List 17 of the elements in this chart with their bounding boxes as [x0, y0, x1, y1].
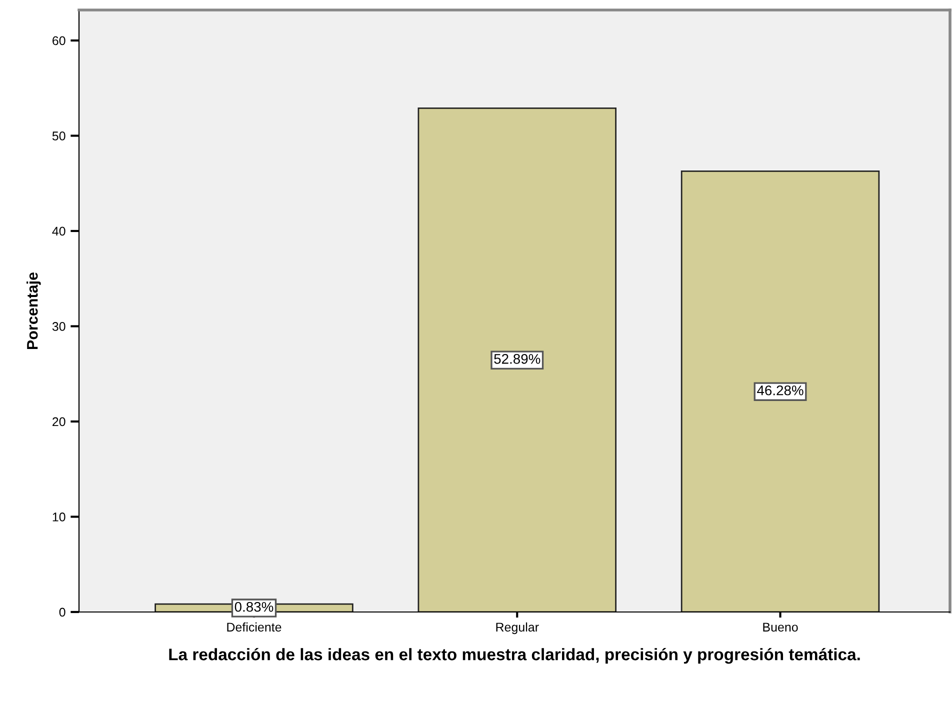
x-tick-label: Bueno: [763, 622, 798, 632]
y-axis-title: Porcentaje: [26, 272, 41, 350]
data-label: 46.28%: [757, 385, 804, 396]
data-label: 52.89%: [494, 354, 540, 364]
y-tick-label: 50: [52, 132, 66, 140]
y-tick-label: 60: [52, 36, 66, 46]
x-tick-label: Deficiente: [227, 622, 282, 632]
x-tick-label: Regular: [496, 622, 539, 634]
y-tick-label: 10: [52, 512, 66, 522]
data-label: 0.83%: [234, 602, 274, 612]
bar: [680, 170, 880, 612]
y-tick-label: 30: [52, 322, 66, 331]
x-axis-title: La redacción de las ideas en el texto muestra claridad, precisión y progresión temática.: [169, 648, 860, 664]
y-tick-label: 0: [59, 608, 66, 617]
y-tick-label: 20: [52, 417, 66, 426]
bar: [418, 108, 617, 612]
y-tick-label: 40: [52, 226, 66, 236]
